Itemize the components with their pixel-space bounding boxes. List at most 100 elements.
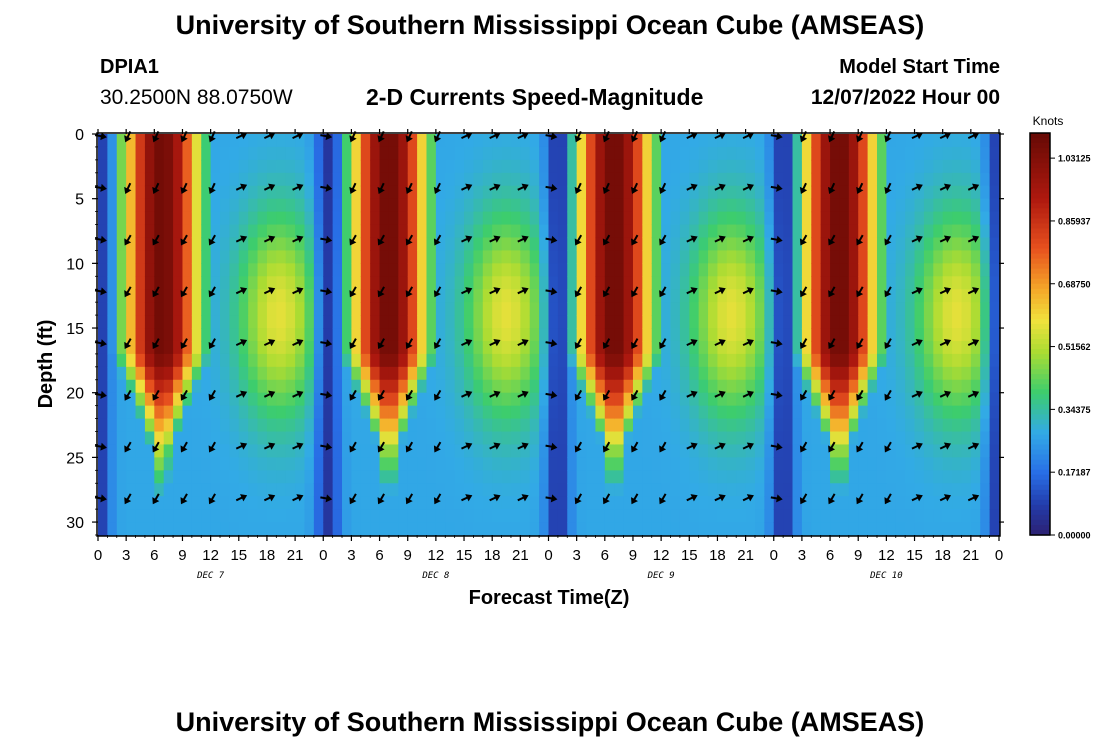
current-vector-head <box>690 494 698 502</box>
current-vector-head <box>828 445 836 453</box>
heatmap-cell <box>266 522 277 536</box>
heatmap-cell <box>980 431 991 446</box>
current-vector <box>292 390 304 398</box>
heatmap-cell <box>435 405 446 420</box>
heatmap-cell <box>895 340 906 355</box>
current-vector-head <box>268 494 276 502</box>
colorbar-segment <box>1030 474 1050 481</box>
heatmap-cell <box>210 340 221 355</box>
heatmap-cell <box>548 315 559 329</box>
heatmap-cell <box>595 509 606 523</box>
heatmap-cell <box>820 134 831 148</box>
heatmap-cell <box>229 315 240 329</box>
heatmap-cell <box>670 276 681 290</box>
heatmap-cell <box>520 496 531 510</box>
heatmap-cell <box>876 172 887 187</box>
heatmap-cell <box>248 263 259 277</box>
current-vector <box>263 494 276 502</box>
heatmap-cell <box>952 276 963 290</box>
heatmap-cell <box>632 509 643 523</box>
heatmap-cell <box>970 496 981 510</box>
heatmap-cell <box>801 509 812 523</box>
heatmap-cell <box>529 185 540 200</box>
colorbar-segment <box>1030 464 1050 471</box>
heatmap-cell <box>426 211 437 226</box>
heatmap-cell <box>351 328 362 342</box>
heatmap-cell <box>745 276 756 290</box>
heatmap-cell <box>736 224 747 239</box>
heatmap-cell <box>417 224 428 239</box>
heatmap-cell <box>445 392 456 407</box>
current-vector <box>433 182 442 195</box>
heatmap-cell <box>370 392 381 407</box>
heatmap-cell <box>576 328 587 342</box>
heatmap-cell <box>923 250 934 264</box>
axes: 0 3 6 9 12 15 18 21 0 3 6 9 12 15 18 21 0 3 6 9 12 15 18 21 0 3 6 9… <box>66 127 1004 581</box>
heatmap-cell <box>754 483 765 497</box>
heatmap-cell <box>238 134 249 148</box>
heatmap-cell <box>144 522 155 536</box>
heatmap-cell <box>952 159 963 174</box>
heatmap-cell <box>248 483 259 497</box>
current-vector-head <box>180 186 188 195</box>
heatmap-cell <box>407 185 418 200</box>
heatmap-cell <box>801 302 812 316</box>
heatmap-cell <box>295 366 306 381</box>
heatmap-cell <box>210 457 221 471</box>
heatmap-cell <box>952 405 963 420</box>
heatmap-cell <box>454 224 465 239</box>
heatmap-cell <box>623 237 634 252</box>
heatmap-cell <box>745 224 756 239</box>
heatmap-cell <box>539 418 550 433</box>
heatmap-cell <box>116 146 127 161</box>
heatmap-cell <box>248 172 259 187</box>
heatmap-cell <box>191 315 202 329</box>
heatmap-cell <box>783 457 794 471</box>
heatmap-cell <box>295 353 306 368</box>
heatmap-cell <box>445 263 456 277</box>
heatmap-cell <box>135 457 146 471</box>
heatmap-cell <box>773 276 784 290</box>
heatmap-cell <box>980 172 991 187</box>
current-vector-head <box>828 186 836 195</box>
heatmap-cell <box>980 379 991 394</box>
current-vector <box>884 286 892 298</box>
x-tick-label: 18 <box>934 547 951 564</box>
heatmap-cell <box>623 353 634 368</box>
x-tick-label: 0 <box>94 547 102 564</box>
heatmap-cell <box>351 134 362 148</box>
heatmap-cell <box>548 522 559 536</box>
heatmap-cell <box>839 224 850 239</box>
current-vector <box>884 338 892 350</box>
heatmap-cell <box>745 379 756 394</box>
heatmap-cell <box>285 159 296 174</box>
current-vector-head <box>433 238 441 246</box>
heatmap-cell <box>407 522 418 536</box>
heatmap-cell <box>914 302 925 316</box>
heatmap-cell <box>895 302 906 316</box>
heatmap-cell <box>135 405 146 420</box>
heatmap-cell <box>257 159 268 174</box>
heatmap-cell <box>154 496 165 510</box>
heatmap-cell <box>445 418 456 433</box>
current-vector <box>884 441 892 453</box>
heatmap-cell <box>876 366 887 381</box>
current-vector <box>433 441 442 453</box>
heatmap-cell <box>754 159 765 174</box>
heatmap-cell <box>886 483 897 497</box>
colorbar-segment <box>1030 288 1050 295</box>
heatmap-cell <box>942 366 953 381</box>
heatmap-cell <box>360 198 371 213</box>
current-vector <box>152 286 160 298</box>
heatmap-cell <box>370 522 381 536</box>
heatmap-cell <box>323 315 334 329</box>
heatmap-cell <box>642 302 653 316</box>
heatmap-cell <box>304 483 315 497</box>
heatmap-cell <box>173 211 184 226</box>
current-vector-head <box>659 341 667 350</box>
heatmap-cell <box>586 483 597 497</box>
heatmap-cell <box>698 340 709 355</box>
current-vector-head <box>377 497 385 505</box>
heatmap-cell <box>557 444 568 458</box>
heatmap-cell <box>651 431 662 446</box>
